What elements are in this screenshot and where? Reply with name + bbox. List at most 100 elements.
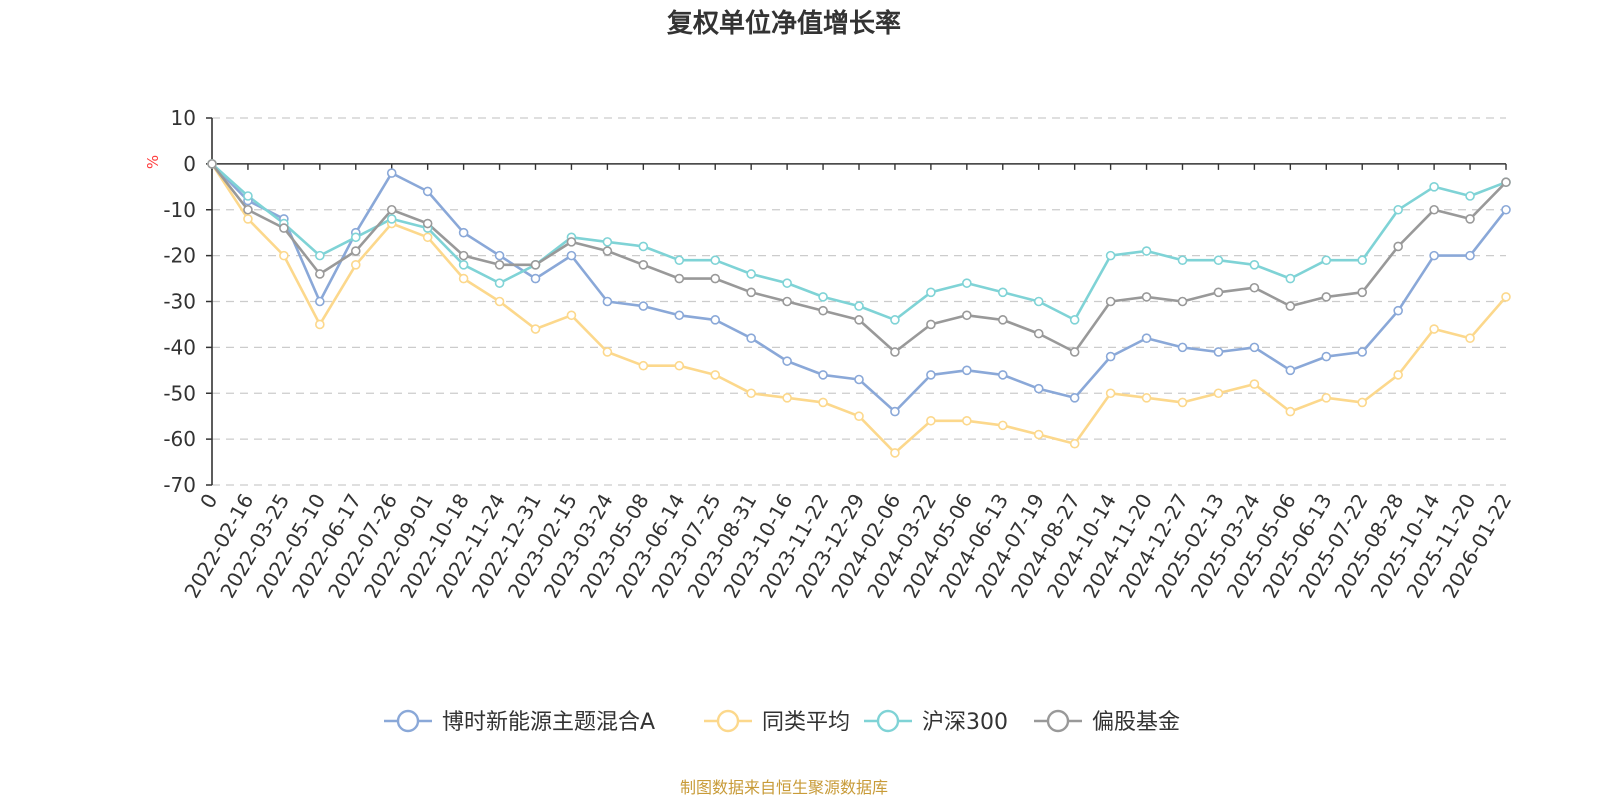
data-point-series-4: [602, 246, 613, 256]
series-markers: [207, 159, 1511, 458]
legend-label-1: 博时新能源主题混合A: [442, 710, 655, 735]
data-point-series-2: [279, 250, 289, 261]
data-point-series-2: [243, 214, 253, 224]
data-point-series-3: [1105, 250, 1116, 261]
legend-marker-4: [1046, 709, 1070, 733]
data-point-series-1: [530, 273, 541, 284]
data-point-series-4: [1105, 296, 1116, 307]
data-point-series-3: [494, 278, 505, 288]
x-tick-labels: 02022-02-162022-03-252022-05-102022-06-1…: [179, 490, 1516, 603]
data-point-series-1: [422, 186, 433, 197]
data-point-series-2: [422, 232, 433, 243]
data-point-series-1: [566, 250, 577, 261]
data-point-series-2: [1177, 397, 1188, 408]
data-point-series-1: [818, 370, 828, 380]
data-point-series-4: [1213, 287, 1224, 298]
data-point-series-1: [1501, 204, 1511, 215]
data-point-series-4: [782, 296, 792, 307]
data-point-series-3: [1429, 182, 1439, 192]
data-point-series-2: [854, 411, 864, 421]
data-point-series-3: [746, 269, 756, 279]
data-point-series-2: [1249, 379, 1260, 389]
data-point-series-4: [997, 315, 1008, 325]
data-point-series-1: [1033, 383, 1044, 394]
data-point-series-1: [1357, 347, 1368, 357]
data-point-series-1: [602, 296, 613, 307]
data-point-series-4: [854, 315, 864, 325]
legend-marker-1: [396, 709, 420, 733]
data-point-series-4: [279, 223, 289, 233]
data-point-series-3: [1465, 191, 1475, 201]
data-point-series-3: [854, 301, 864, 311]
data-point-series-4: [207, 159, 217, 169]
y-tick-label: -10: [163, 198, 196, 222]
data-point-series-2: [566, 310, 577, 321]
data-point-series-1: [997, 370, 1008, 380]
data-point-series-2: [1357, 397, 1368, 408]
data-point-series-1: [1285, 365, 1296, 376]
data-point-series-4: [458, 250, 469, 261]
legend-label-4: 偏股基金: [1092, 710, 1180, 735]
y-tick-label: -20: [163, 244, 196, 268]
y-tick-label: -70: [163, 473, 196, 497]
data-point-series-2: [638, 360, 649, 371]
chart-title: 复权单位净值增长率: [667, 8, 901, 39]
legend: 博时新能源主题混合A 同类平均 沪深300 偏股基金: [384, 709, 1180, 735]
data-point-series-1: [854, 374, 864, 385]
data-point-series-2: [746, 388, 756, 399]
data-point-series-1: [746, 333, 756, 344]
data-point-series-4: [638, 259, 649, 270]
data-point-series-4: [494, 259, 505, 270]
data-point-series-1: [1393, 305, 1403, 316]
data-point-series-4: [710, 273, 721, 284]
series-line-1: [210, 162, 1508, 413]
legend-marker-2: [716, 709, 740, 733]
data-point-series-1: [1249, 342, 1260, 353]
data-point-series-3: [782, 278, 792, 288]
y-axis-unit-label: %: [144, 155, 162, 169]
data-point-series-2: [1393, 370, 1403, 380]
data-point-series-4: [1501, 177, 1511, 188]
y-tick-label: -30: [163, 290, 196, 314]
data-point-series-1: [926, 370, 936, 380]
data-point-series-4: [1141, 292, 1152, 302]
y-tick-labels: 10 0 -10 -20 -30 -40 -50 -60 -70: [163, 106, 196, 497]
data-point-series-3: [350, 232, 361, 243]
data-point-series-4: [1429, 204, 1439, 215]
data-point-series-1: [315, 296, 325, 307]
data-point-series-2: [1105, 388, 1116, 399]
axes: [206, 117, 1507, 486]
data-point-series-1: [1069, 393, 1080, 403]
y-tick-label: -60: [163, 427, 196, 451]
data-point-series-4: [1393, 241, 1403, 252]
data-point-series-2: [674, 360, 685, 371]
data-point-series-1: [674, 310, 685, 321]
y-tick-label: -50: [163, 381, 196, 405]
data-point-series-4: [674, 273, 685, 284]
data-point-series-3: [997, 287, 1008, 298]
data-point-series-3: [458, 259, 469, 270]
data-point-series-3: [243, 191, 253, 201]
data-point-series-2: [1429, 324, 1439, 334]
data-point-series-2: [997, 420, 1008, 431]
data-point-series-4: [1177, 296, 1188, 307]
data-point-series-4: [1465, 214, 1475, 224]
data-point-series-2: [782, 393, 792, 403]
data-point-series-1: [1465, 250, 1475, 261]
data-point-series-2: [818, 397, 828, 408]
data-point-series-4: [1249, 282, 1260, 293]
data-point-series-3: [890, 315, 900, 325]
data-point-series-1: [890, 406, 900, 417]
y-tick-label: 0: [183, 152, 196, 176]
data-point-series-2: [962, 415, 972, 426]
data-point-series-2: [458, 273, 469, 284]
x-tick-label: 0: [195, 490, 222, 513]
data-point-series-4: [1357, 287, 1368, 298]
data-point-series-4: [1321, 292, 1332, 302]
data-point-series-3: [818, 292, 828, 302]
data-point-series-4: [890, 347, 900, 357]
data-point-series-4: [926, 319, 936, 330]
y-tick-label: -40: [163, 335, 196, 359]
data-point-series-3: [1357, 255, 1368, 266]
